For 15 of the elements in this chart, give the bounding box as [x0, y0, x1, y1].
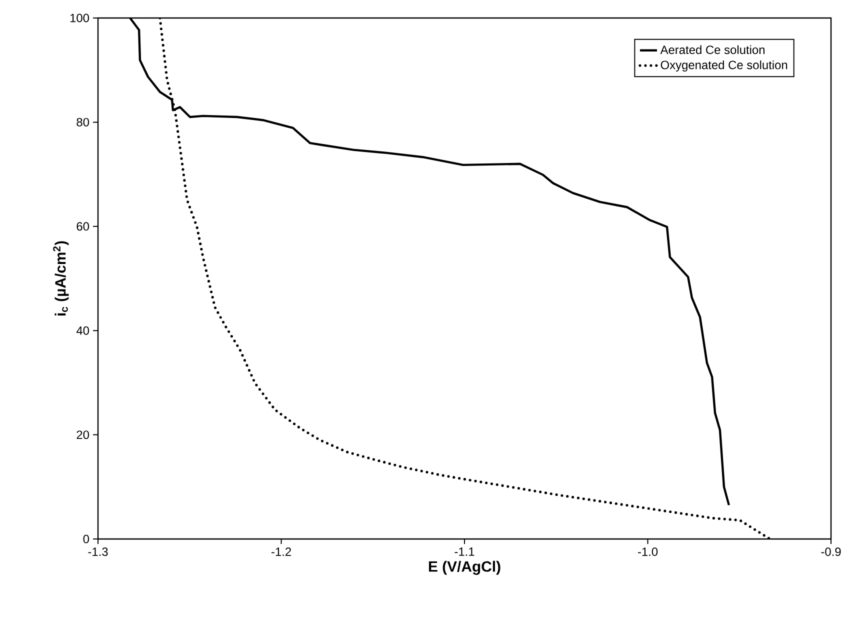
y-tick-label: 60 — [76, 222, 90, 231]
x-tick-label: -1.2 — [271, 548, 291, 556]
x-axis-title: E (V/AgCl) — [428, 560, 500, 575]
x-tick-label: -1.1 — [454, 548, 474, 556]
y-tick-label: 100 — [70, 14, 90, 22]
y-axis-title: i$_{c}$ (µA/cm$^{2}$) — [53, 241, 69, 316]
x-tick-label: -1.3 — [88, 548, 108, 556]
y-tick-label: 40 — [76, 326, 90, 335]
legend-label: Oxygenated Ce solution — [660, 60, 788, 72]
x-tick-label: -0.9 — [821, 548, 841, 556]
x-tick-label: -1.0 — [638, 548, 658, 556]
y-tick-label: 80 — [76, 118, 90, 126]
legend-label: Aerated Ce solution — [660, 45, 764, 54]
y-tick-label: 0 — [83, 534, 90, 544]
y-tick-label: 20 — [76, 430, 90, 440]
